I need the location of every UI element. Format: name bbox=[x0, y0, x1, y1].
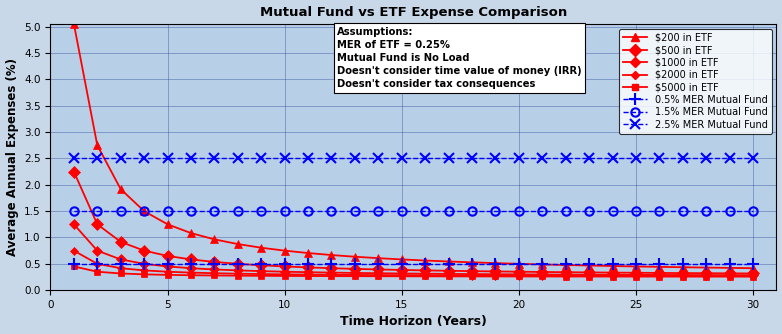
Text: Assumptions:
MER of ETF = 0.25%
Mutual Fund is No Load
Doesn't consider time val: Assumptions: MER of ETF = 0.25% Mutual F… bbox=[337, 26, 582, 90]
Legend: $200 in ETF, $500 in ETF, $1000 in ETF, $2000 in ETF, $5000 in ETF, 0.5% MER Mut: $200 in ETF, $500 in ETF, $1000 in ETF, … bbox=[619, 29, 772, 134]
X-axis label: Time Horizon (Years): Time Horizon (Years) bbox=[340, 315, 487, 328]
Y-axis label: Average Annual Expenses (%): Average Annual Expenses (%) bbox=[5, 58, 19, 256]
Title: Mutual Fund vs ETF Expense Comparison: Mutual Fund vs ETF Expense Comparison bbox=[260, 6, 567, 19]
